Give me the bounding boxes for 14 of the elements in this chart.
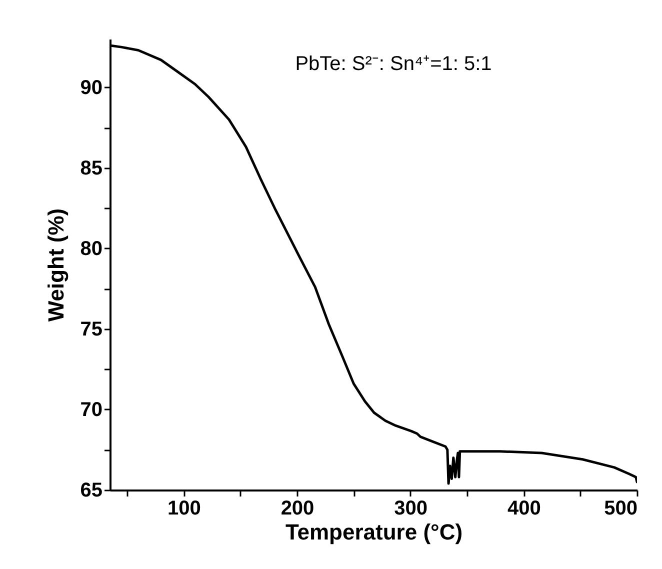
x-axis-title: Temperature (°C) — [285, 520, 463, 544]
x-tick-label: 100 — [167, 498, 201, 520]
y-tick-label: 80 — [80, 238, 102, 260]
x-tick-label: 500 — [604, 498, 638, 520]
x-tick-label: 300 — [394, 498, 428, 520]
y-axis-title: Weight (%) — [43, 208, 68, 322]
x-tick-label: 400 — [507, 498, 541, 520]
y-tick-label: 65 — [80, 480, 102, 502]
y-tick-label: 85 — [80, 157, 102, 180]
y-tick-label: 90 — [80, 76, 102, 99]
y-tick-label: 70 — [80, 398, 102, 421]
text: PbTe: S²⁻: Sn⁴⁺=1: 5:1 — [295, 53, 492, 75]
y-tick-label: 75 — [80, 318, 102, 340]
x-tick-label: 200 — [280, 498, 314, 520]
